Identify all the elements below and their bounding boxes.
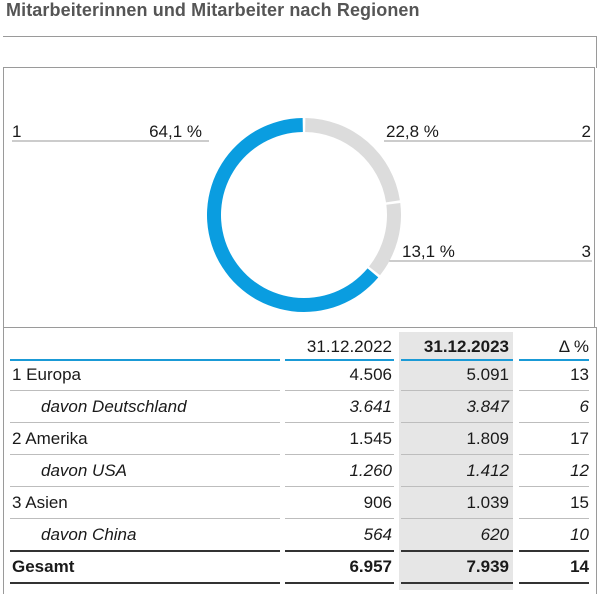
cell-2022: 4.506: [349, 365, 392, 384]
donut-slice-3: [369, 202, 401, 276]
table-bottom-rule: [285, 582, 394, 584]
cell-delta: 15: [570, 493, 589, 512]
row-label: 3 Asien: [12, 493, 68, 512]
row-divider: [401, 486, 513, 487]
donut-slice-1: [206, 118, 379, 312]
cell-delta: 10: [570, 525, 589, 544]
row-divider: [519, 518, 589, 519]
row-divider: [401, 422, 513, 423]
cell-2022: 1.545: [349, 429, 392, 448]
cell-2023: 1.412: [466, 461, 509, 480]
frame-divider: [3, 36, 597, 37]
cell-2023: 620: [480, 525, 509, 544]
row-divider: [285, 550, 394, 552]
table-bottom-rule: [10, 582, 280, 584]
cell-2022: 6.957: [349, 557, 392, 576]
row-divider: [401, 390, 513, 391]
row-divider: [10, 550, 280, 552]
row-divider: [285, 454, 394, 455]
cell-delta: 6: [579, 397, 589, 416]
row-divider: [519, 486, 589, 487]
header-rule: [519, 359, 589, 361]
data-table: [3, 327, 597, 594]
frame-divider-vertical: [596, 36, 597, 68]
slice-label-2: 22,8 %: [386, 122, 439, 141]
cell-delta: 14: [570, 557, 589, 576]
cell-2023: 1.809: [466, 429, 509, 448]
row-divider: [519, 422, 589, 423]
cell-delta: 13: [570, 365, 589, 384]
cell-2023: 5.091: [466, 365, 509, 384]
header-rule: [285, 359, 394, 361]
table-bottom-rule: [519, 582, 589, 584]
row-divider: [519, 454, 589, 455]
table-bottom-rule: [401, 582, 513, 584]
row-label: 1 Europa: [12, 365, 81, 384]
cell-delta: 17: [570, 429, 589, 448]
header-rule: [10, 359, 280, 361]
slice-label-3: 13,1 %: [402, 242, 455, 261]
slice-id-1: 1: [12, 122, 21, 141]
row-label: davon USA: [41, 461, 127, 480]
highlight-column-2023: [399, 332, 513, 590]
row-divider: [519, 390, 589, 391]
donut-slices: [206, 118, 401, 312]
col-header-2023: 31.12.2023: [423, 337, 509, 356]
row-divider: [285, 486, 394, 487]
col-header-delta: Δ %: [558, 337, 589, 356]
cell-2022: 1.260: [349, 461, 392, 480]
slice-id-2: 2: [582, 122, 591, 141]
row-divider: [10, 486, 280, 487]
row-label: davon China: [41, 525, 137, 544]
row-divider: [10, 390, 280, 391]
row-divider: [401, 518, 513, 519]
header-rule: [401, 359, 513, 361]
donut-chart: 1 64,1 % 22,8 % 2 13,1 % 3: [12, 118, 592, 312]
cell-2022: 564: [363, 525, 392, 544]
row-divider: [401, 550, 513, 552]
row-label: davon Deutschland: [41, 397, 187, 416]
row-divider: [10, 518, 280, 519]
col-header-2022: 31.12.2022: [306, 337, 392, 356]
row-label: Gesamt: [12, 557, 75, 576]
slice-id-3: 3: [582, 242, 591, 261]
row-divider: [285, 390, 394, 391]
cell-2023: 3.847: [466, 397, 509, 416]
slice-label-1: 64,1 %: [149, 122, 202, 141]
row-divider: [285, 518, 394, 519]
page-title: Mitarbeiterinnen und Mitarbeiter nach Re…: [6, 0, 420, 20]
row-divider: [10, 454, 280, 455]
cell-delta: 12: [570, 461, 589, 480]
chart-panel: 1 64,1 % 22,8 % 2 13,1 % 3: [3, 67, 595, 327]
cell-2023: 1.039: [466, 493, 509, 512]
row-divider: [519, 550, 589, 552]
row-divider: [10, 422, 280, 423]
row-divider: [285, 422, 394, 423]
cell-2023: 7.939: [466, 557, 509, 576]
cell-2022: 3.641: [349, 397, 392, 416]
row-label: 2 Amerika: [12, 429, 88, 448]
cell-2022: 906: [363, 493, 392, 512]
row-divider: [401, 454, 513, 455]
donut-slice-2: [305, 118, 400, 203]
